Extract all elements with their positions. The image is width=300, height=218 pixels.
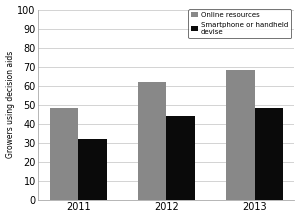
Bar [138,82,167,200]
Legend: Online resources, Smartphone or handheld
devise: Online resources, Smartphone or handheld… [188,9,291,38]
Bar [226,70,255,200]
Bar [167,116,195,200]
Bar [50,108,78,200]
Y-axis label: Growers using decision aids: Growers using decision aids [6,51,15,158]
Bar [78,139,106,200]
Bar [255,108,283,200]
